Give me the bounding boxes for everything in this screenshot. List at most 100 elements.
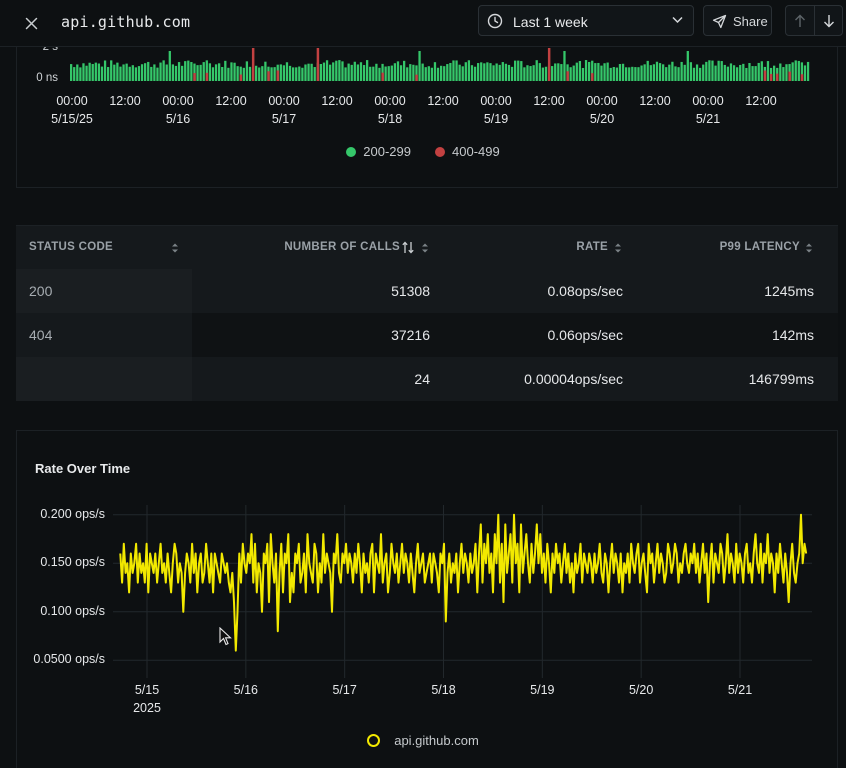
status-table: STATUS CODE NUMBER OF CALLS RATE P99 LAT… [16,225,838,401]
calls-bar-2xx [261,66,264,81]
send-icon [712,14,727,29]
sort-icon[interactable] [614,242,622,254]
calls-bar-4xx [381,72,384,81]
legend-item-4xx[interactable]: 400-499 [435,144,500,159]
calls-bar-2xx [239,66,242,81]
calls-bar-2xx [205,60,208,81]
calls-x-tick-time: 00:00 [268,94,300,108]
legend-item-api[interactable]: api.github.com [367,733,479,748]
calls-bar-2xx [329,64,332,81]
rate-chart-panel [16,430,838,768]
column-header-rate-label: RATE [576,241,608,253]
table-cell-status-bg [16,269,192,313]
legend-item-2xx[interactable]: 200-299 [346,144,411,159]
calls-bar-2xx [498,64,501,81]
calls-x-tick: 00:00 5/17 [254,92,314,128]
calls-bar-2xx [427,66,430,81]
calls-bar-2xx [612,67,615,81]
legend-label-4xx: 400-499 [452,144,500,159]
legend-dot-2xx [346,146,357,157]
calls-bar-4xx [193,73,196,81]
calls-x-tick-date: 5/18 [377,112,403,126]
calls-bar-2xx [406,67,409,81]
calls-bar-2xx [800,62,804,81]
calls-bar-2xx [461,66,464,81]
page-title: api.github.com [61,13,191,31]
cell-calls: 24 [414,371,430,387]
calls-bar-2xx [615,67,619,81]
calls-bar-2xx [76,64,79,81]
sort-icon[interactable] [805,242,813,254]
calls-bar-2xx [581,67,585,81]
calls-bar-chart [70,48,810,81]
calls-bar-2xx [526,65,529,81]
calls-bar-2xx [677,67,680,81]
next-button[interactable] [815,6,843,35]
share-button[interactable]: Share [703,5,772,36]
calls-bar-2xx [338,60,341,81]
calls-bar-2xx [381,63,384,81]
calls-bar-2xx [433,62,437,81]
calls-bar-2xx [458,64,461,81]
calls-x-tick-time: 00:00 [374,94,406,108]
calls-bar-2xx [717,60,720,81]
calls-bar-2xx [227,67,230,81]
calls-bar-2xx [464,62,467,81]
calls-bar-2xx [504,63,508,81]
calls-bar-2xx [443,66,446,81]
calls-bar-2xx [680,61,683,81]
calls-bar-2xx [110,60,113,81]
rate-chart-title: Rate Over Time [35,461,131,476]
calls-bar-2xx [372,66,375,81]
previous-button[interactable] [786,6,815,35]
calls-bar-2xx [424,67,427,81]
calls-bar-2xx [560,64,563,81]
calls-bar-2xx [134,67,138,81]
sort-icon[interactable] [171,242,179,254]
calls-x-tick-time: 12:00 [109,94,141,108]
calls-bar-2xx [279,64,282,81]
sort-icon[interactable] [421,242,429,254]
table-row[interactable]: 24 0.00004ops/sec 146799ms [16,357,838,401]
calls-bar-2xx [97,63,101,81]
calls-bar-2xx [745,67,748,81]
rate-x-tick-label: 5/19 [512,681,572,699]
table-cell-status-bg [16,313,192,357]
legend-ring-api [367,734,381,747]
calls-bar-2xx [535,60,538,81]
calls-bar-2xx [609,67,612,81]
column-header-rate[interactable]: RATE [576,241,608,253]
calls-bar-2xx [689,62,693,81]
column-header-latency[interactable]: P99 LATENCY [720,241,800,253]
calls-bar-2xx [378,67,381,81]
calls-bar-2xx [643,64,646,81]
column-header-calls[interactable]: NUMBER OF CALLS [284,241,400,253]
calls-x-tick-time: 00:00 [480,94,512,108]
calls-x-tick: 12:00 [413,92,473,110]
rate-x-tick-label: 5/21 [710,681,770,699]
calls-bar-2xx [319,64,323,81]
calls-bar-2xx [729,63,733,81]
cell-rate: 0.06ops/sec [547,327,624,343]
calls-x-tick: 12:00 [95,92,155,110]
sort-desc-active-icon[interactable] [402,241,414,254]
cell-rate: 0.08ops/sec [547,283,624,299]
calls-bar-2xx [344,67,347,81]
calls-bar-2xx [82,63,85,81]
column-header-status[interactable]: STATUS CODE [29,241,113,253]
calls-x-tick-time: 00:00 [586,94,618,108]
calls-bar-2xx [754,66,757,81]
rate-x-tick-date: 5/17 [332,683,357,697]
calls-bar-2xx [285,62,289,81]
rate-series-line [119,513,808,652]
calls-bar-2xx [233,62,236,81]
calls-bar-4xx [316,48,320,81]
table-row[interactable]: 200 51308 0.08ops/sec 1245ms [16,269,838,313]
close-button[interactable] [18,10,44,36]
calls-x-tick: 12:00 [519,92,579,110]
table-row[interactable]: 404 37216 0.06ops/sec 142ms [16,313,838,357]
time-range-select[interactable]: Last 1 week [478,5,694,36]
calls-bar-2xx [396,61,400,81]
legend-dot-4xx [435,146,445,157]
calls-x-tick-date: 5/20 [589,112,615,126]
